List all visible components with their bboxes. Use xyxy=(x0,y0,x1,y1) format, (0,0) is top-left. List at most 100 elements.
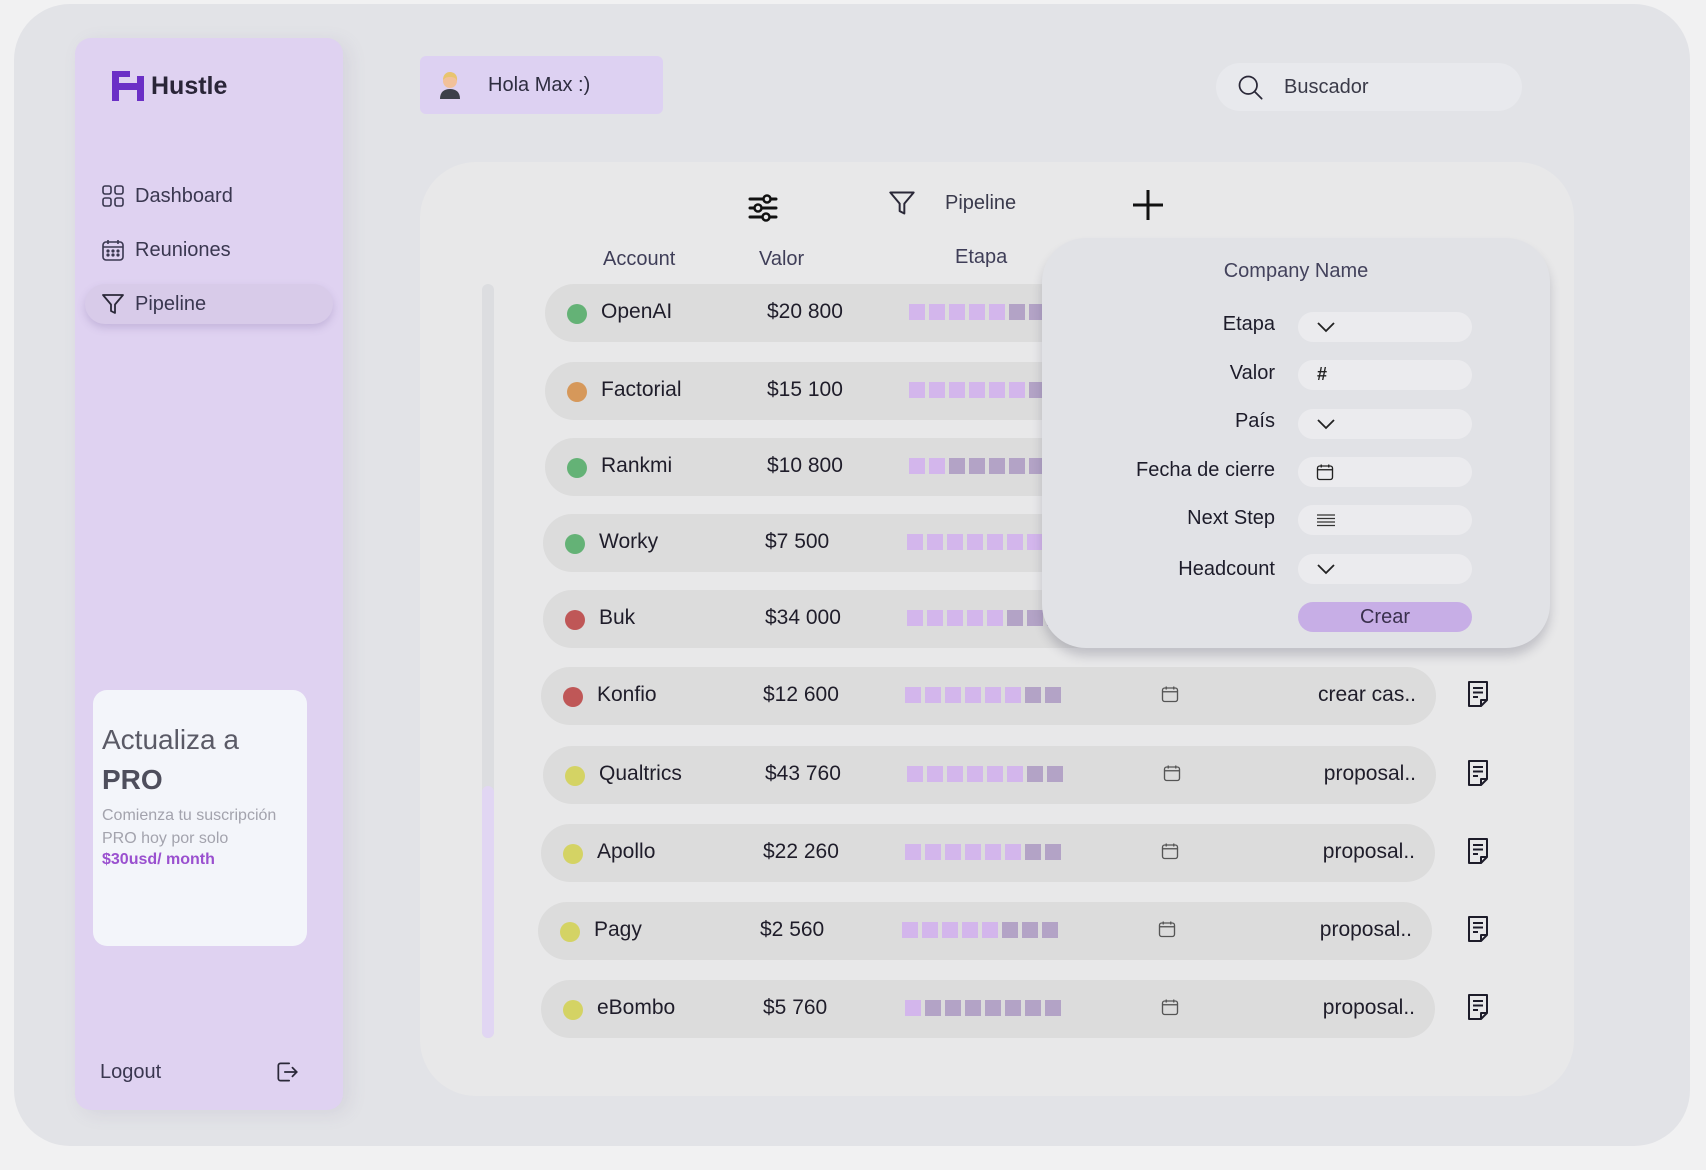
calendar-icon[interactable] xyxy=(1161,842,1179,860)
field-label: Etapa xyxy=(1222,313,1275,335)
stage-segment xyxy=(987,610,1003,626)
calendar-icon[interactable] xyxy=(1161,685,1179,703)
document-icon[interactable] xyxy=(1466,915,1490,943)
document-icon[interactable] xyxy=(1466,680,1490,708)
status-dot xyxy=(563,687,583,707)
scrollbar-thumb[interactable] xyxy=(482,786,494,1038)
stage-progress xyxy=(902,922,1058,938)
search-input[interactable] xyxy=(1282,74,1506,100)
sidebar-item-label: Reuniones xyxy=(135,238,231,261)
company-name-title[interactable]: Company Name xyxy=(1223,260,1369,282)
stage-segment xyxy=(1029,304,1045,320)
stage-segment xyxy=(985,1000,1001,1016)
etapa-select[interactable] xyxy=(1298,312,1472,342)
table-row[interactable]: Konfio $12 600 crear cas.. xyxy=(541,667,1436,725)
stage-progress xyxy=(907,766,1063,782)
table-row[interactable]: Rankmi $10 800 xyxy=(545,438,1105,496)
stage-segment xyxy=(967,534,983,550)
document-icon[interactable] xyxy=(1466,759,1490,787)
hustle-logo-icon xyxy=(112,71,144,101)
logout-button[interactable]: Logout xyxy=(100,1052,300,1092)
sidebar-item-label: Dashboard xyxy=(135,184,233,207)
stage-segment xyxy=(989,458,1005,474)
chevron-down-icon xyxy=(1317,322,1335,333)
next-step-input[interactable] xyxy=(1298,505,1472,535)
stage-segment xyxy=(989,304,1005,320)
add-icon[interactable] xyxy=(1131,188,1165,222)
table-row[interactable]: Factorial $15 100 xyxy=(545,362,1105,420)
calendar-icon[interactable] xyxy=(1158,920,1176,938)
promo-price[interactable]: $30usd/ month xyxy=(102,851,215,868)
sidebar-item-reuniones[interactable]: Reuniones xyxy=(85,230,333,270)
calendar-icon[interactable] xyxy=(1163,764,1181,782)
stage-progress xyxy=(905,1000,1061,1016)
stage-segment xyxy=(909,458,925,474)
sidebar-item-dashboard[interactable]: Dashboard xyxy=(85,176,333,216)
fecha-cierre-input[interactable] xyxy=(1298,457,1472,487)
document-icon[interactable] xyxy=(1466,993,1490,1021)
table-row[interactable]: eBombo $5 760 proposal.. xyxy=(541,980,1435,1038)
stage-segment xyxy=(922,922,938,938)
table-row[interactable]: Buk $34 000 xyxy=(543,590,1103,648)
stage-segment xyxy=(1007,534,1023,550)
stage-segment xyxy=(949,304,965,320)
headcount-select[interactable] xyxy=(1298,554,1472,584)
stage-segment xyxy=(947,610,963,626)
sliders-icon[interactable] xyxy=(748,193,778,223)
account-name: Factorial xyxy=(601,378,682,401)
stage-segment xyxy=(927,766,943,782)
deal-value: $5 760 xyxy=(763,996,828,1019)
promo-title: Actualiza a PRO xyxy=(102,724,239,795)
stage-segment xyxy=(907,610,923,626)
stage-segment xyxy=(929,382,945,398)
calendar-icon xyxy=(102,240,124,261)
table-row[interactable]: Apollo $22 260 proposal.. xyxy=(541,824,1435,882)
table-row[interactable]: Worky $7 500 xyxy=(543,514,1103,572)
scrollbar-track[interactable] xyxy=(482,284,494,1038)
stage-segment xyxy=(947,534,963,550)
stage-segment xyxy=(987,766,1003,782)
stage-segment xyxy=(1002,922,1018,938)
field-label: Fecha de cierre xyxy=(1136,459,1275,481)
stage-segment xyxy=(927,534,943,550)
filter-icon[interactable] xyxy=(888,189,916,217)
stage-progress xyxy=(907,534,1063,550)
stage-segment xyxy=(1005,687,1021,703)
user-greeting[interactable]: Hola Max :) xyxy=(420,56,663,114)
logout-label: Logout xyxy=(100,1060,162,1083)
account-name: Qualtrics xyxy=(599,762,682,785)
stage-segment xyxy=(929,304,945,320)
document-icon[interactable] xyxy=(1466,837,1490,865)
crear-button[interactable]: Crear xyxy=(1298,602,1472,632)
table-row[interactable]: OpenAI $20 800 xyxy=(545,284,1105,342)
stage-segment xyxy=(925,1000,941,1016)
stage-segment xyxy=(909,304,925,320)
field-label: Valor xyxy=(1229,362,1275,384)
stage-segment xyxy=(985,687,1001,703)
stage-segment xyxy=(1005,844,1021,860)
sidebar-item-pipeline[interactable]: Pipeline xyxy=(85,284,333,324)
stage-segment xyxy=(985,844,1001,860)
valor-input[interactable]: # xyxy=(1298,360,1472,390)
next-step-text: crear cas.. xyxy=(1317,683,1416,706)
stage-segment xyxy=(1047,766,1063,782)
pais-select[interactable] xyxy=(1298,409,1472,439)
deal-value: $10 800 xyxy=(767,454,843,477)
table-row[interactable]: Pagy $2 560 proposal.. xyxy=(538,902,1432,960)
column-header-etapa[interactable]: Etapa xyxy=(955,246,1008,268)
calendar-icon[interactable] xyxy=(1161,998,1179,1016)
search-bar[interactable] xyxy=(1216,63,1522,111)
stage-segment xyxy=(962,922,978,938)
deal-value: $2 560 xyxy=(760,918,825,941)
stage-segment xyxy=(907,766,923,782)
table-row[interactable]: Qualtrics $43 760 proposal.. xyxy=(543,746,1436,804)
column-header-valor[interactable]: Valor xyxy=(759,248,805,270)
stage-segment xyxy=(902,922,918,938)
filter-pipeline-label[interactable]: Pipeline xyxy=(945,192,1017,214)
column-header-account[interactable]: Account xyxy=(603,248,676,270)
logo[interactable]: Hustle xyxy=(111,70,227,102)
stage-segment xyxy=(1005,1000,1021,1016)
stage-segment xyxy=(949,458,965,474)
stage-segment xyxy=(1025,844,1041,860)
deal-value: $43 760 xyxy=(765,762,841,785)
